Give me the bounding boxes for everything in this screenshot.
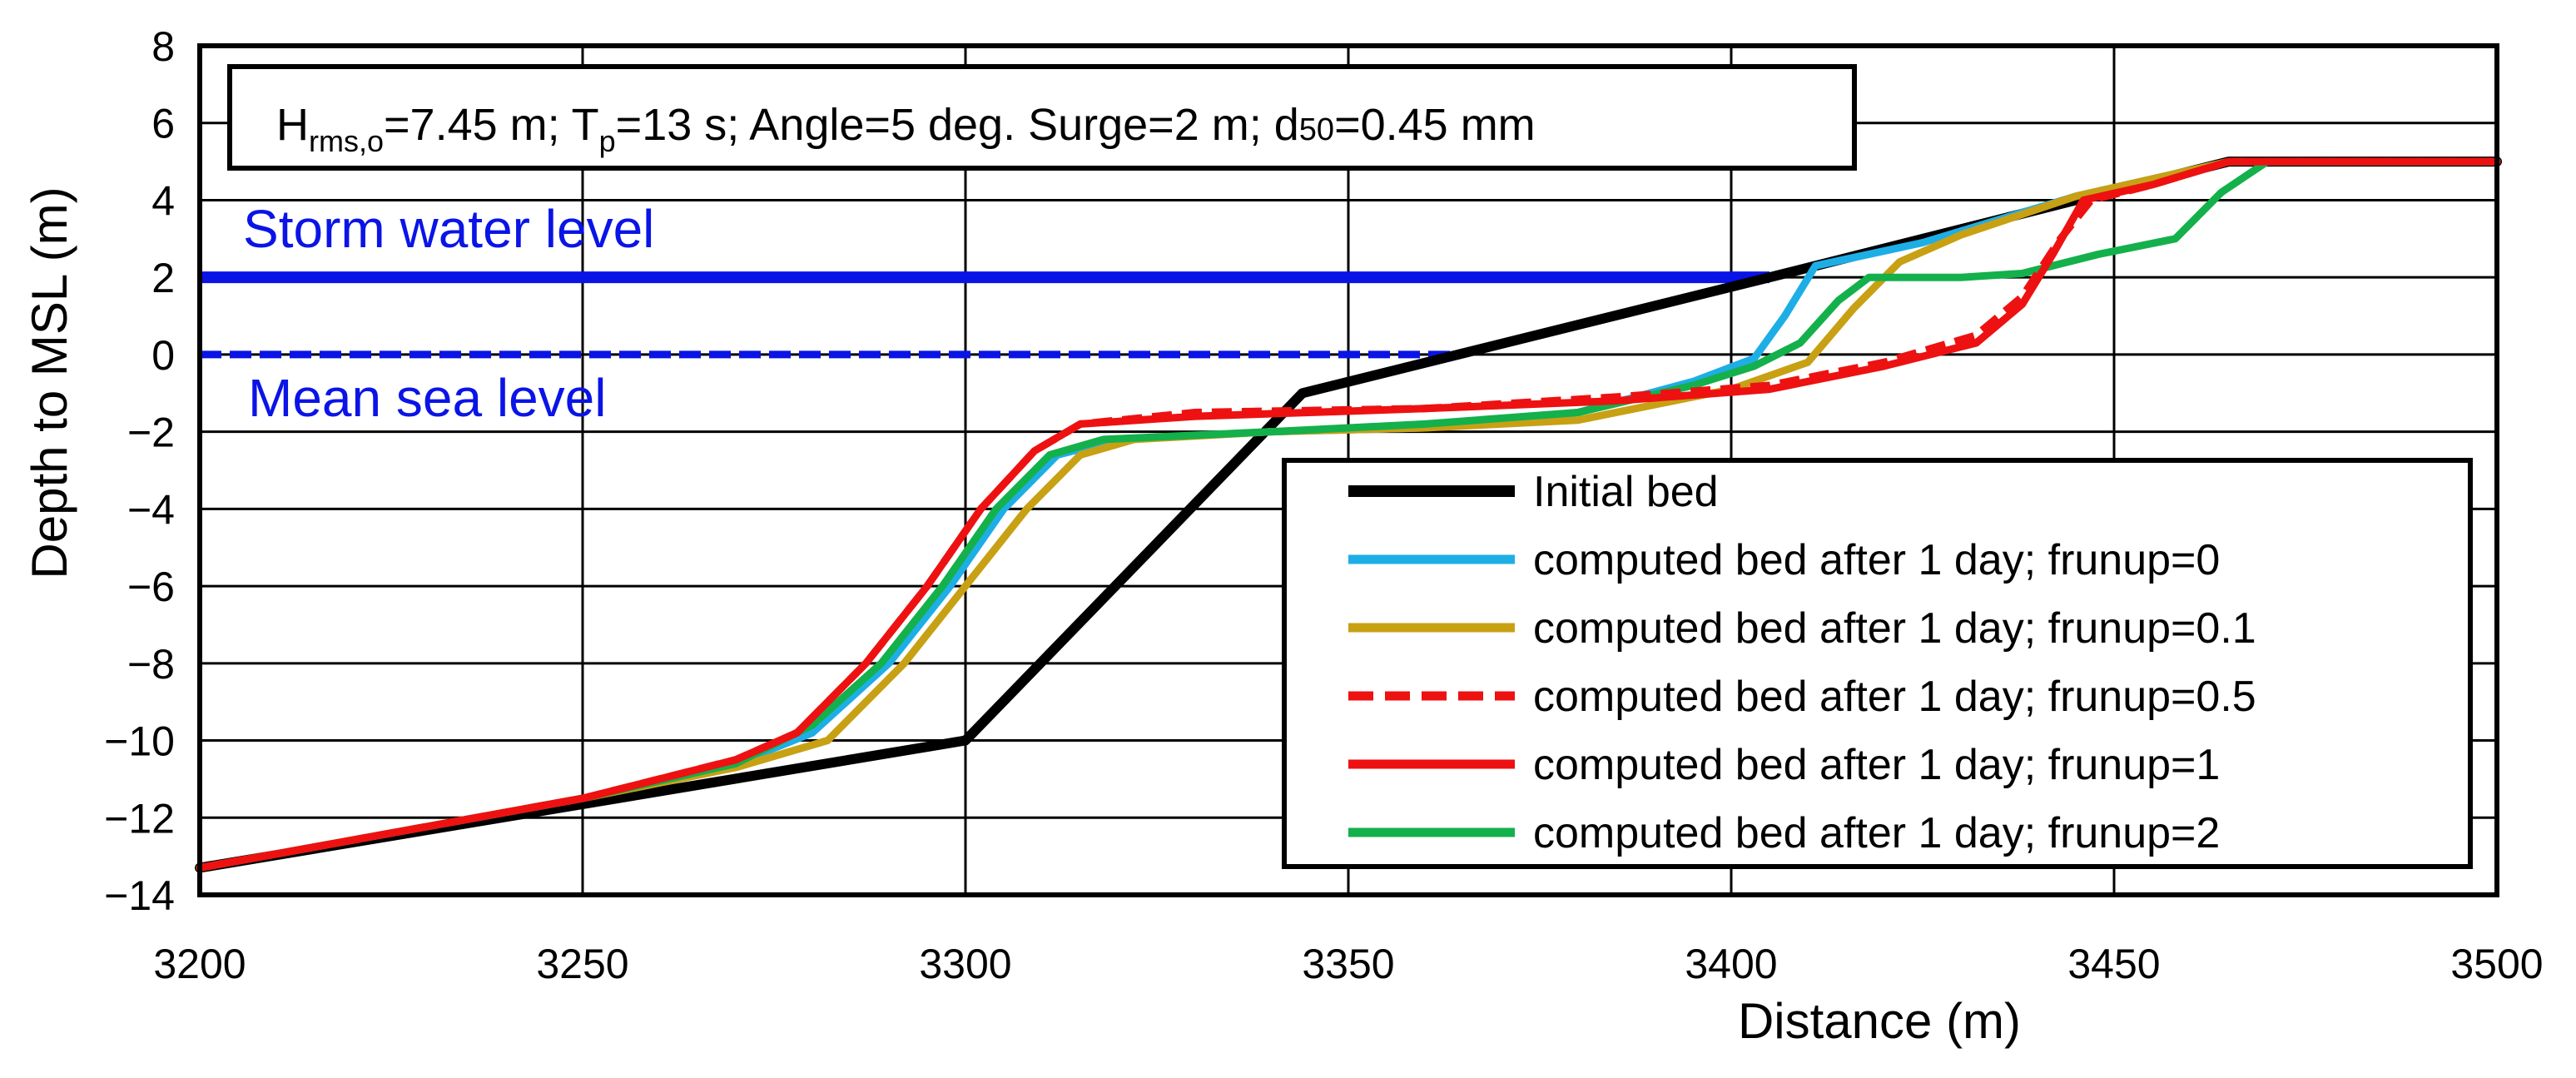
reference-lines <box>200 271 1769 359</box>
info-text-segment: =7.45 m; T <box>384 100 599 150</box>
y-tick-label: −10 <box>104 718 175 765</box>
info-box-frame <box>227 64 1857 171</box>
x-tick-label: 3400 <box>1685 941 1777 987</box>
y-tick-label: 4 <box>151 177 175 224</box>
info-text-segment: p <box>599 124 616 158</box>
legend-label-computed-bed-after-1-day-frunup-0-5: computed bed after 1 day; frunup=0.5 <box>1533 673 2256 721</box>
legend: Initial bed computed bed after 1 day; fru… <box>1282 458 2473 869</box>
y-tick-label: 6 <box>151 101 175 147</box>
x-tick-label: 3250 <box>536 941 628 987</box>
legend-label-initial-bed: Initial bed <box>1533 468 1719 516</box>
y-tick-label: −2 <box>127 410 175 456</box>
y-tick-label: 8 <box>151 23 175 70</box>
series-computed-bed-after-1-day-frunup-0-5 <box>199 157 2497 872</box>
info-box-text: Hrms,o=7.45 m; Tp=13 s; Angle=5 deg. Sur… <box>276 100 1536 158</box>
legend-label-computed-bed-after-1-day-frunup-0-1: computed bed after 1 day; frunup=0.1 <box>1533 604 2256 653</box>
info-box: Hrms,o=7.45 m; Tp=13 s; Angle=5 deg. Sur… <box>227 64 1857 171</box>
y-axis-label: Depth to MSL (m) <box>22 186 77 579</box>
x-tick-label: 3350 <box>1302 941 1394 987</box>
y-tick-label: −12 <box>104 795 175 842</box>
y-tick-label: −14 <box>104 872 175 919</box>
y-tick-label: −8 <box>127 641 175 688</box>
info-text-segment: =0.45 mm <box>1334 100 1536 150</box>
y-tick-label: 2 <box>151 255 175 301</box>
data-series <box>195 156 2502 873</box>
axis-tick-labels: 3200 3250 3300 3350 3400 3450 3500 −14 −12 −10 −8 −… <box>104 23 2543 987</box>
x-tick-label: 3450 <box>2067 941 2160 987</box>
storm-water-level-label: Storm water level <box>243 199 654 259</box>
info-text-segment: H <box>276 100 309 150</box>
x-tick-label: 3300 <box>919 941 1011 987</box>
y-tick-label: −6 <box>127 564 175 610</box>
info-text-segment: rms,o <box>309 124 384 158</box>
legend-frame <box>1282 458 2473 869</box>
info-text-segment: 50 <box>1299 112 1334 147</box>
x-tick-label: 3200 <box>153 941 246 987</box>
legend-label-computed-bed-after-1-day-frunup-2: computed bed after 1 day; frunup=2 <box>1533 809 2220 857</box>
plot-frame <box>197 43 2499 897</box>
y-tick-label: 0 <box>151 332 175 379</box>
mean-sea-level-label: Mean sea level <box>248 368 606 428</box>
legend-label-computed-bed-after-1-day-frunup-1: computed bed after 1 day; frunup=1 <box>1533 741 2220 789</box>
x-axis-label: Distance (m) <box>1738 993 2021 1049</box>
legend-entries: Initial bed computed bed after 1 day; fru… <box>1348 468 2256 857</box>
x-tick-label: 3500 <box>2450 941 2543 987</box>
legend-label-computed-bed-after-1-day-frunup-0: computed bed after 1 day; frunup=0 <box>1533 536 2220 584</box>
info-text-segment: =13 s; Angle=5 deg. Surge=2 m; d <box>616 100 1299 150</box>
y-tick-label: −4 <box>127 486 175 533</box>
